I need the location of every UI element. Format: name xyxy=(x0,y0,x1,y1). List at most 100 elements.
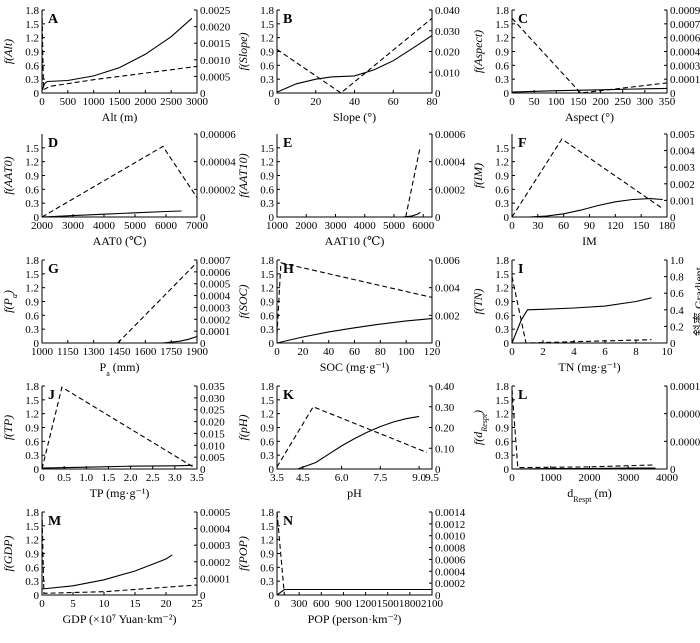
y-tick-label: 0.6 xyxy=(260,184,274,196)
x-tick-label: 9.0 xyxy=(412,472,426,484)
y-tick-label: 0.3 xyxy=(260,74,274,86)
y-tick-label: 0 xyxy=(34,88,40,100)
y2-tick-label: 0 xyxy=(435,212,441,224)
y-tick-label: 0 xyxy=(34,212,40,224)
x-axis-label: Pa (mm) xyxy=(100,360,140,378)
x-tick-label: 10 xyxy=(662,346,674,358)
panel-label: M xyxy=(48,514,61,529)
response-curve xyxy=(41,464,193,469)
y-tick-label: 0.6 xyxy=(260,562,274,574)
x-tick-label: 3000 xyxy=(186,96,209,108)
panel-e: 1000 2000 3000 4000 5000 600000.30.60.91.21.5… xyxy=(236,129,466,248)
gradient-line xyxy=(41,145,198,218)
y-tick-label: 1.8 xyxy=(260,381,274,393)
panel-h: 0 20 40 60 80 100 12000.30.60.91.21.51.800.002… xyxy=(236,255,460,374)
response-curve xyxy=(41,17,193,91)
y2-tick-label: 0.0006 xyxy=(435,129,466,141)
panel-m: 0 5 10 15 20 2500.30.60.91.21.51.800.00010.00… xyxy=(1,507,231,626)
x-tick-label: 0 xyxy=(509,96,515,108)
y2-tick-label: 0.00012 xyxy=(670,381,700,393)
y-tick-label: 0.9 xyxy=(25,549,39,561)
y-tick-label: 0.9 xyxy=(260,47,274,59)
gradient-line xyxy=(41,511,198,594)
axes-frame xyxy=(511,10,668,94)
y-tick-label: 1.8 xyxy=(25,507,39,519)
y-tick-label: 1.8 xyxy=(495,381,509,393)
panel-c: 0 50 100 150 200 250 300 35000.30.60.91.21.51.8… xyxy=(471,5,700,124)
x-tick-label: 20 xyxy=(310,96,322,108)
y2-tick-label: 0.0003 xyxy=(200,540,231,552)
x-tick-label: 40 xyxy=(349,96,361,108)
y-tick-label: 1.5 xyxy=(25,143,39,155)
x-axis-label: POP (person·km⁻²) xyxy=(308,612,402,626)
y2-tick-label: 0.30 xyxy=(435,402,455,414)
y-tick-label: 0.9 xyxy=(25,297,39,309)
x-tick-label: 0 xyxy=(509,346,515,358)
y-tick-label: 1.5 xyxy=(495,143,509,155)
x-tick-label: 7000 xyxy=(186,220,209,232)
x-tick-label: 2000 xyxy=(31,220,54,232)
y-tick-label: 1.2 xyxy=(260,283,274,295)
x-tick-label: 250 xyxy=(614,96,631,108)
y-axis-label: f(Slope) xyxy=(236,33,250,71)
panel-a: 0 500 1000 1500 2000 2500 300000.30.60.91.21.5… xyxy=(1,5,231,124)
panel-label: H xyxy=(283,262,294,277)
response-curve xyxy=(402,211,421,218)
y-tick-label: 0.6 xyxy=(25,310,39,322)
y-tick-label: 1.2 xyxy=(495,33,509,45)
x-tick-label: 4000 xyxy=(93,220,116,232)
x-tick-label: 5000 xyxy=(383,220,406,232)
panel-label: I xyxy=(518,262,523,277)
x-tick-label: 30 xyxy=(532,220,544,232)
y2-tick-label: 0.0002 xyxy=(435,578,465,590)
y-tick-label: 1.2 xyxy=(260,33,274,45)
x-tick-label: 6000 xyxy=(412,220,435,232)
y-tick-label: 0.3 xyxy=(25,324,39,336)
x-axis-label: AAT10 (℃) xyxy=(325,234,385,248)
y-tick-label: 0.9 xyxy=(495,423,509,435)
y-tick-label: 0.9 xyxy=(495,171,509,183)
axes-frame xyxy=(511,386,668,470)
y-tick-label: 1.5 xyxy=(260,395,274,407)
y2-tick-label: 0.0002 xyxy=(200,557,230,569)
y-tick-label: 0.3 xyxy=(495,324,509,336)
y-tick-label: 0 xyxy=(269,590,275,602)
y-tick-label: 0 xyxy=(269,212,275,224)
y-tick-label: 0.3 xyxy=(495,198,509,210)
y-tick-label: 1.8 xyxy=(25,5,39,17)
y2-tick-label: 0 xyxy=(200,464,206,476)
y2-tick-label: 0.0005 xyxy=(200,71,231,83)
y-tick-label: 0 xyxy=(269,338,275,350)
y2-tick-label: 1.0 xyxy=(670,255,684,267)
y2-tick-label: 0.003 xyxy=(670,162,695,174)
y-tick-label: 0 xyxy=(504,212,510,224)
y-tick-label: 0.9 xyxy=(260,423,274,435)
x-tick-label: 1500 xyxy=(109,96,132,108)
y2-tick-label: 0.00004 xyxy=(670,436,700,448)
y-tick-label: 1.5 xyxy=(260,269,274,281)
y-tick-label: 0 xyxy=(504,88,510,100)
y2-tick-label: 0 xyxy=(200,88,206,100)
y-axis-label: f(POP) xyxy=(236,536,250,571)
y2-tick-label: 0.010 xyxy=(435,67,460,79)
y2-tick-label: 0 xyxy=(670,464,676,476)
response-curve xyxy=(276,588,432,596)
y-tick-label: 0.9 xyxy=(25,47,39,59)
x-tick-label: 25 xyxy=(192,598,204,610)
x-axis-label: pH xyxy=(347,486,362,500)
y2-tick-label: 0 xyxy=(670,88,676,100)
y-tick-label: 0.9 xyxy=(25,171,39,183)
x-axis-label: SOC (mg·g⁻¹) xyxy=(320,360,390,374)
y-tick-label: 0 xyxy=(504,464,510,476)
axes-frame xyxy=(41,260,198,344)
x-tick-label: 2000 xyxy=(579,472,602,484)
y2-tick-label: 0.002 xyxy=(670,179,695,191)
x-tick-label: 6 xyxy=(602,346,608,358)
y2-tick-label: 0.0012 xyxy=(435,519,465,531)
y2-tick-label: 0.0020 xyxy=(200,22,231,34)
y2-tick-label: 0.030 xyxy=(200,393,225,405)
x-tick-label: 300 xyxy=(291,598,308,610)
x-tick-label: 350 xyxy=(659,96,676,108)
